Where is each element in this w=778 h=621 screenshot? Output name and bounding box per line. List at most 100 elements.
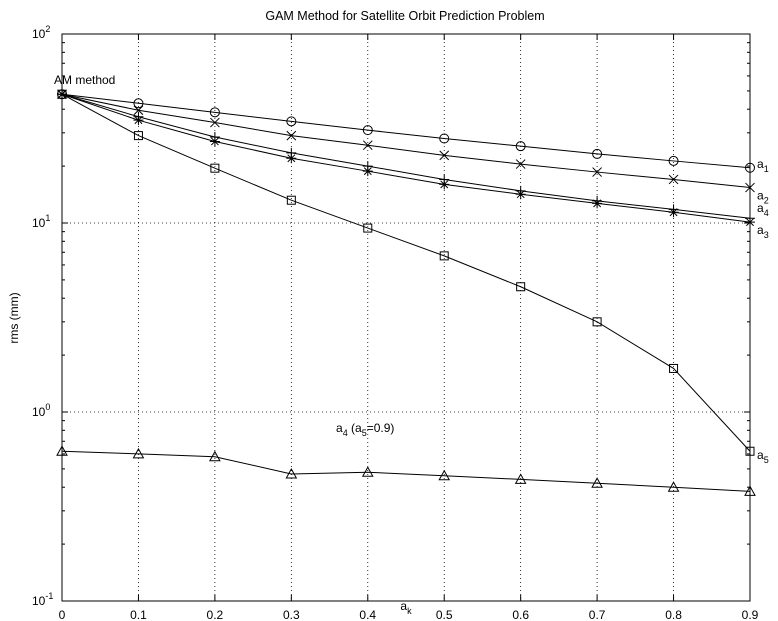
series-line-5	[61, 93, 751, 452]
x-axis-label: ak	[400, 599, 412, 616]
series-layer	[56, 89, 756, 496]
star-marker	[133, 115, 144, 126]
chart-title: GAM Method for Satellite Orbit Predictio…	[265, 9, 544, 23]
y-tick-label-base: 10	[32, 594, 46, 608]
x-axis-label-base: a	[400, 599, 407, 613]
star-marker	[362, 166, 373, 177]
x-marker	[668, 174, 679, 185]
x-tick-label: 0.6	[512, 608, 529, 621]
x-marker	[515, 159, 526, 169]
y-tick-label: 101	[32, 213, 50, 230]
series-label-a3: a3	[757, 223, 769, 240]
x-marker	[133, 105, 144, 116]
annotation-a4-a5: a4 (a5=0.9)	[336, 421, 394, 438]
series-line-annotated	[61, 450, 751, 492]
y-tick-label-exponent: -1	[45, 591, 53, 601]
x-tick-label: 0.2	[207, 608, 224, 621]
square-marker	[439, 251, 449, 261]
y-tick-label: 102	[32, 24, 50, 41]
y-axis-label: rms (mm)	[7, 292, 21, 343]
y-tick-label: 100	[32, 402, 50, 419]
star-marker	[286, 153, 297, 164]
circle-marker	[668, 155, 679, 166]
x-marker	[439, 150, 450, 161]
circle-marker	[133, 98, 144, 109]
x-marker	[362, 140, 373, 151]
square-marker	[133, 131, 143, 141]
grid-lines	[62, 34, 750, 601]
y-tick-label: 10-1	[32, 591, 53, 608]
triangle-marker	[667, 481, 680, 492]
circle-marker	[286, 116, 297, 127]
series-label-sub: 2	[764, 196, 769, 206]
square-marker	[57, 89, 67, 99]
series-label-base: a	[757, 201, 764, 215]
square-marker	[363, 223, 373, 233]
y-tick-label-exponent: 2	[45, 24, 50, 34]
star-marker	[439, 179, 450, 190]
series-label-a2: a2	[757, 189, 769, 206]
star-marker	[668, 207, 679, 218]
circle-marker	[439, 133, 450, 144]
x-tick-label: 0.3	[283, 608, 300, 621]
plot-frame	[61, 33, 751, 602]
square-marker	[210, 163, 220, 173]
square-marker	[745, 446, 755, 456]
triangle-marker	[132, 447, 145, 459]
circle-marker	[592, 148, 603, 159]
circle-marker	[362, 125, 373, 136]
series-line-1	[61, 93, 751, 169]
x-marker	[286, 130, 297, 141]
circle-marker	[209, 107, 220, 118]
star-marker	[209, 136, 220, 147]
series-label-sub: 5	[764, 455, 769, 465]
x-tick-label: 0.4	[359, 608, 376, 621]
triangle-marker	[591, 477, 603, 488]
series-label-base: a	[757, 157, 764, 171]
series-line-2	[61, 93, 751, 189]
x-tick-label: 0.5	[436, 608, 453, 621]
y-tick-label-base: 10	[32, 216, 46, 230]
series-label-base: a	[757, 448, 764, 462]
series-label-a4: a4	[757, 201, 769, 218]
x-marker	[745, 182, 755, 193]
star-marker	[515, 189, 526, 200]
triangle-marker	[744, 485, 756, 496]
annotation-a4-sub: 4	[343, 428, 348, 438]
y-tick-label-exponent: 0	[45, 402, 50, 412]
y-tick-label-base: 10	[32, 405, 46, 419]
square-marker	[592, 317, 602, 327]
annotation-am-method: AM method	[54, 73, 115, 87]
series-label-base: a	[757, 223, 764, 237]
annotation-a5-suffix: =0.9)	[367, 421, 395, 435]
x-tick-label: 0.8	[665, 608, 682, 621]
series-label-sub: 3	[764, 230, 769, 240]
triangle-marker	[285, 467, 298, 479]
annotation-a5-sub: 5	[362, 428, 367, 438]
series-label-a1: a1	[757, 157, 769, 174]
x-tick-label: 0.7	[589, 608, 606, 621]
x-tick-label: 0.1	[130, 608, 147, 621]
x-axis-label-sub: k	[407, 606, 412, 616]
axis-ticks: 0 0.1 0.2 0.3 0.4 0.5 0.6 0.7 0.8 0.910-110010110…	[32, 24, 759, 621]
triangle-marker	[209, 450, 221, 462]
series-line-4	[61, 93, 751, 219]
y-tick-label-base: 10	[32, 27, 46, 41]
series-label-sub: 4	[764, 208, 769, 218]
x-marker	[210, 117, 220, 128]
series-line-3	[61, 93, 751, 223]
x-tick-label: 0.9	[742, 608, 759, 621]
circle-marker	[745, 162, 755, 173]
square-marker	[516, 282, 526, 292]
triangle-marker	[438, 469, 451, 481]
star-marker	[57, 89, 67, 100]
triangle-marker	[56, 445, 68, 456]
star-marker	[745, 217, 755, 228]
circle-marker	[515, 141, 526, 152]
annotation-a4-rest: (a	[348, 421, 362, 435]
series-label-a5: a5	[757, 448, 769, 465]
x-marker	[592, 167, 602, 177]
y-tick-label-exponent: 1	[45, 213, 50, 223]
